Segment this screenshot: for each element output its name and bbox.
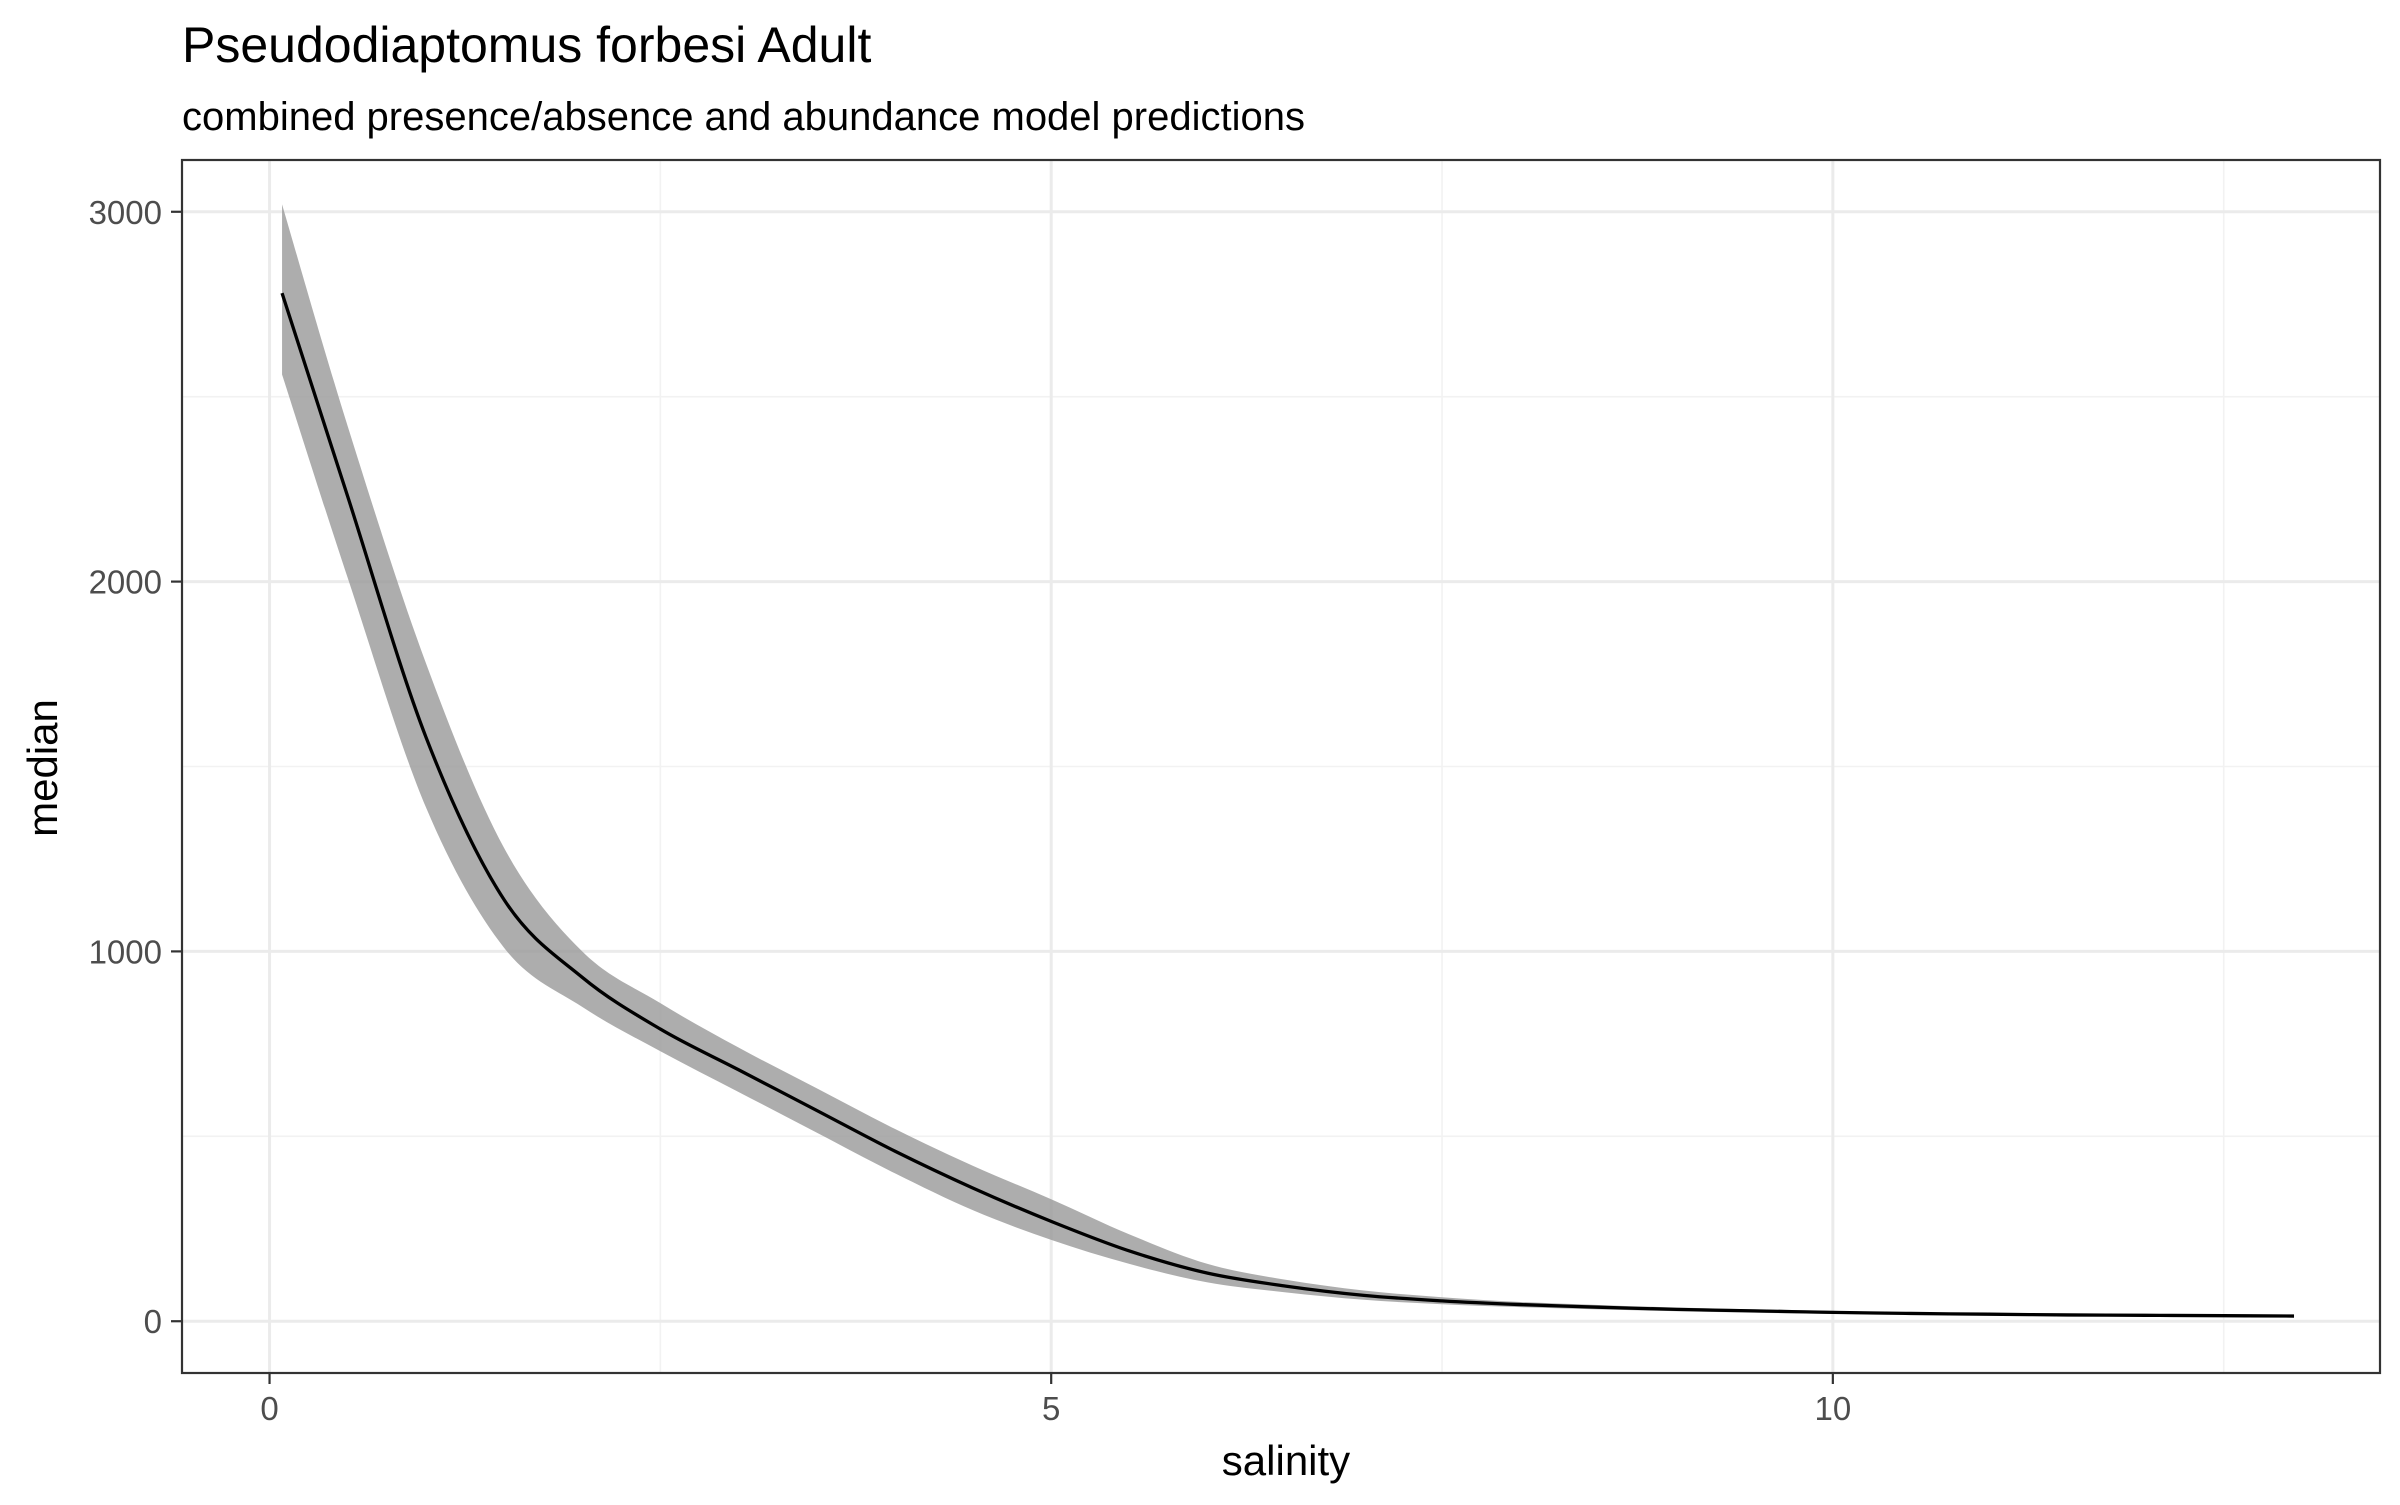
minor-gridlines [182, 160, 2380, 1373]
chart-title: Pseudodiaptomus forbesi Adult [182, 17, 871, 73]
y-tick-label: 0 [144, 1303, 162, 1340]
x-tick-label: 5 [1042, 1390, 1060, 1427]
median-line [280, 292, 2295, 1318]
chart-subtitle: combined presence/absence and abundance … [182, 95, 1305, 139]
x-tick-label: 0 [260, 1390, 278, 1427]
confidence-ribbon [282, 204, 2295, 1318]
y-tick-label: 3000 [89, 194, 162, 231]
axis-ticks: 0 5 10 0 1000 2000 3000 [89, 194, 1852, 1427]
confidence-band-layer [282, 204, 2295, 1318]
y-tick-label: 2000 [89, 564, 162, 601]
y-axis-title: median [19, 699, 66, 837]
plot-panel-border [180, 158, 2382, 1375]
median-line-layer [280, 292, 2295, 1318]
y-tick-label: 1000 [89, 933, 162, 970]
x-axis-title: salinity [1222, 1437, 1350, 1484]
x-tick-label: 10 [1814, 1390, 1851, 1427]
